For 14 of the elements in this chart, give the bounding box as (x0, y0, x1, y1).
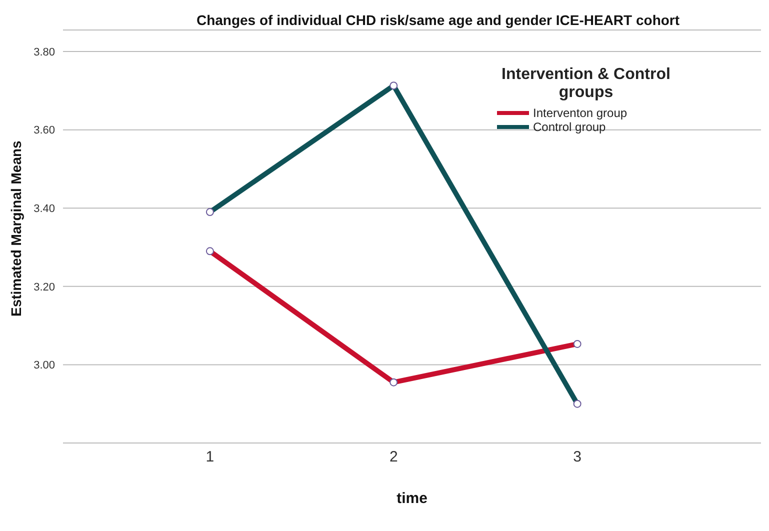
legend-label: Control group (533, 120, 606, 134)
chart-title: Changes of individual CHD risk/same age and gender ICE-HEART cohort (195, 12, 681, 28)
x-axis-title: time (396, 490, 428, 507)
x-tick-label: 3 (573, 448, 582, 466)
y-tick-label: 3.20 (34, 281, 55, 294)
y-tick-label: 3.40 (34, 203, 55, 216)
y-tick-label: 3.60 (34, 124, 55, 137)
y-tick-label: 3.80 (34, 46, 55, 58)
x-tick-label: 1 (206, 448, 214, 466)
y-axis-title: Estimated Marginal Means (8, 140, 24, 316)
x-tick-label: 2 (389, 448, 398, 466)
y-tick-label: 3.00 (34, 360, 55, 372)
legend-label: Interventon group (533, 106, 628, 120)
legend-title: Intervention & Control groups (500, 66, 672, 102)
